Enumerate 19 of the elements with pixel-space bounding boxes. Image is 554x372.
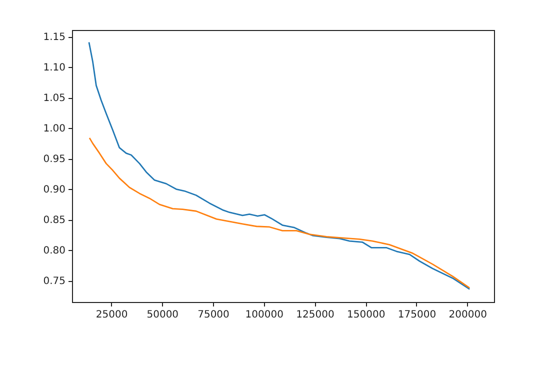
x-tick-label: 25000 (96, 310, 128, 320)
y-tick-label: 0.85 (43, 215, 66, 226)
y-tick-label: 1.05 (43, 93, 66, 104)
y-tick-label: 1.00 (43, 124, 66, 135)
line-series (88, 41, 470, 290)
y-tick-label: 0.80 (43, 246, 66, 257)
x-tick-label: 200000 (448, 310, 487, 320)
y-tick-label: 0.95 (43, 154, 66, 166)
x-tick-label: 50000 (146, 310, 179, 320)
x-tick-label: 125000 (296, 310, 334, 320)
x-tick-label: 150000 (347, 310, 386, 320)
y-tick-label: 1.15 (43, 32, 66, 44)
line-series (88, 137, 470, 289)
x-tick-label: 175000 (398, 310, 436, 320)
y-tick-label: 0.90 (43, 184, 66, 196)
x-tick-label: 75000 (198, 310, 230, 320)
x-tick-label: 100000 (245, 310, 284, 320)
y-tick-label: 1.10 (43, 62, 66, 74)
y-tick-label: 0.75 (43, 276, 66, 288)
